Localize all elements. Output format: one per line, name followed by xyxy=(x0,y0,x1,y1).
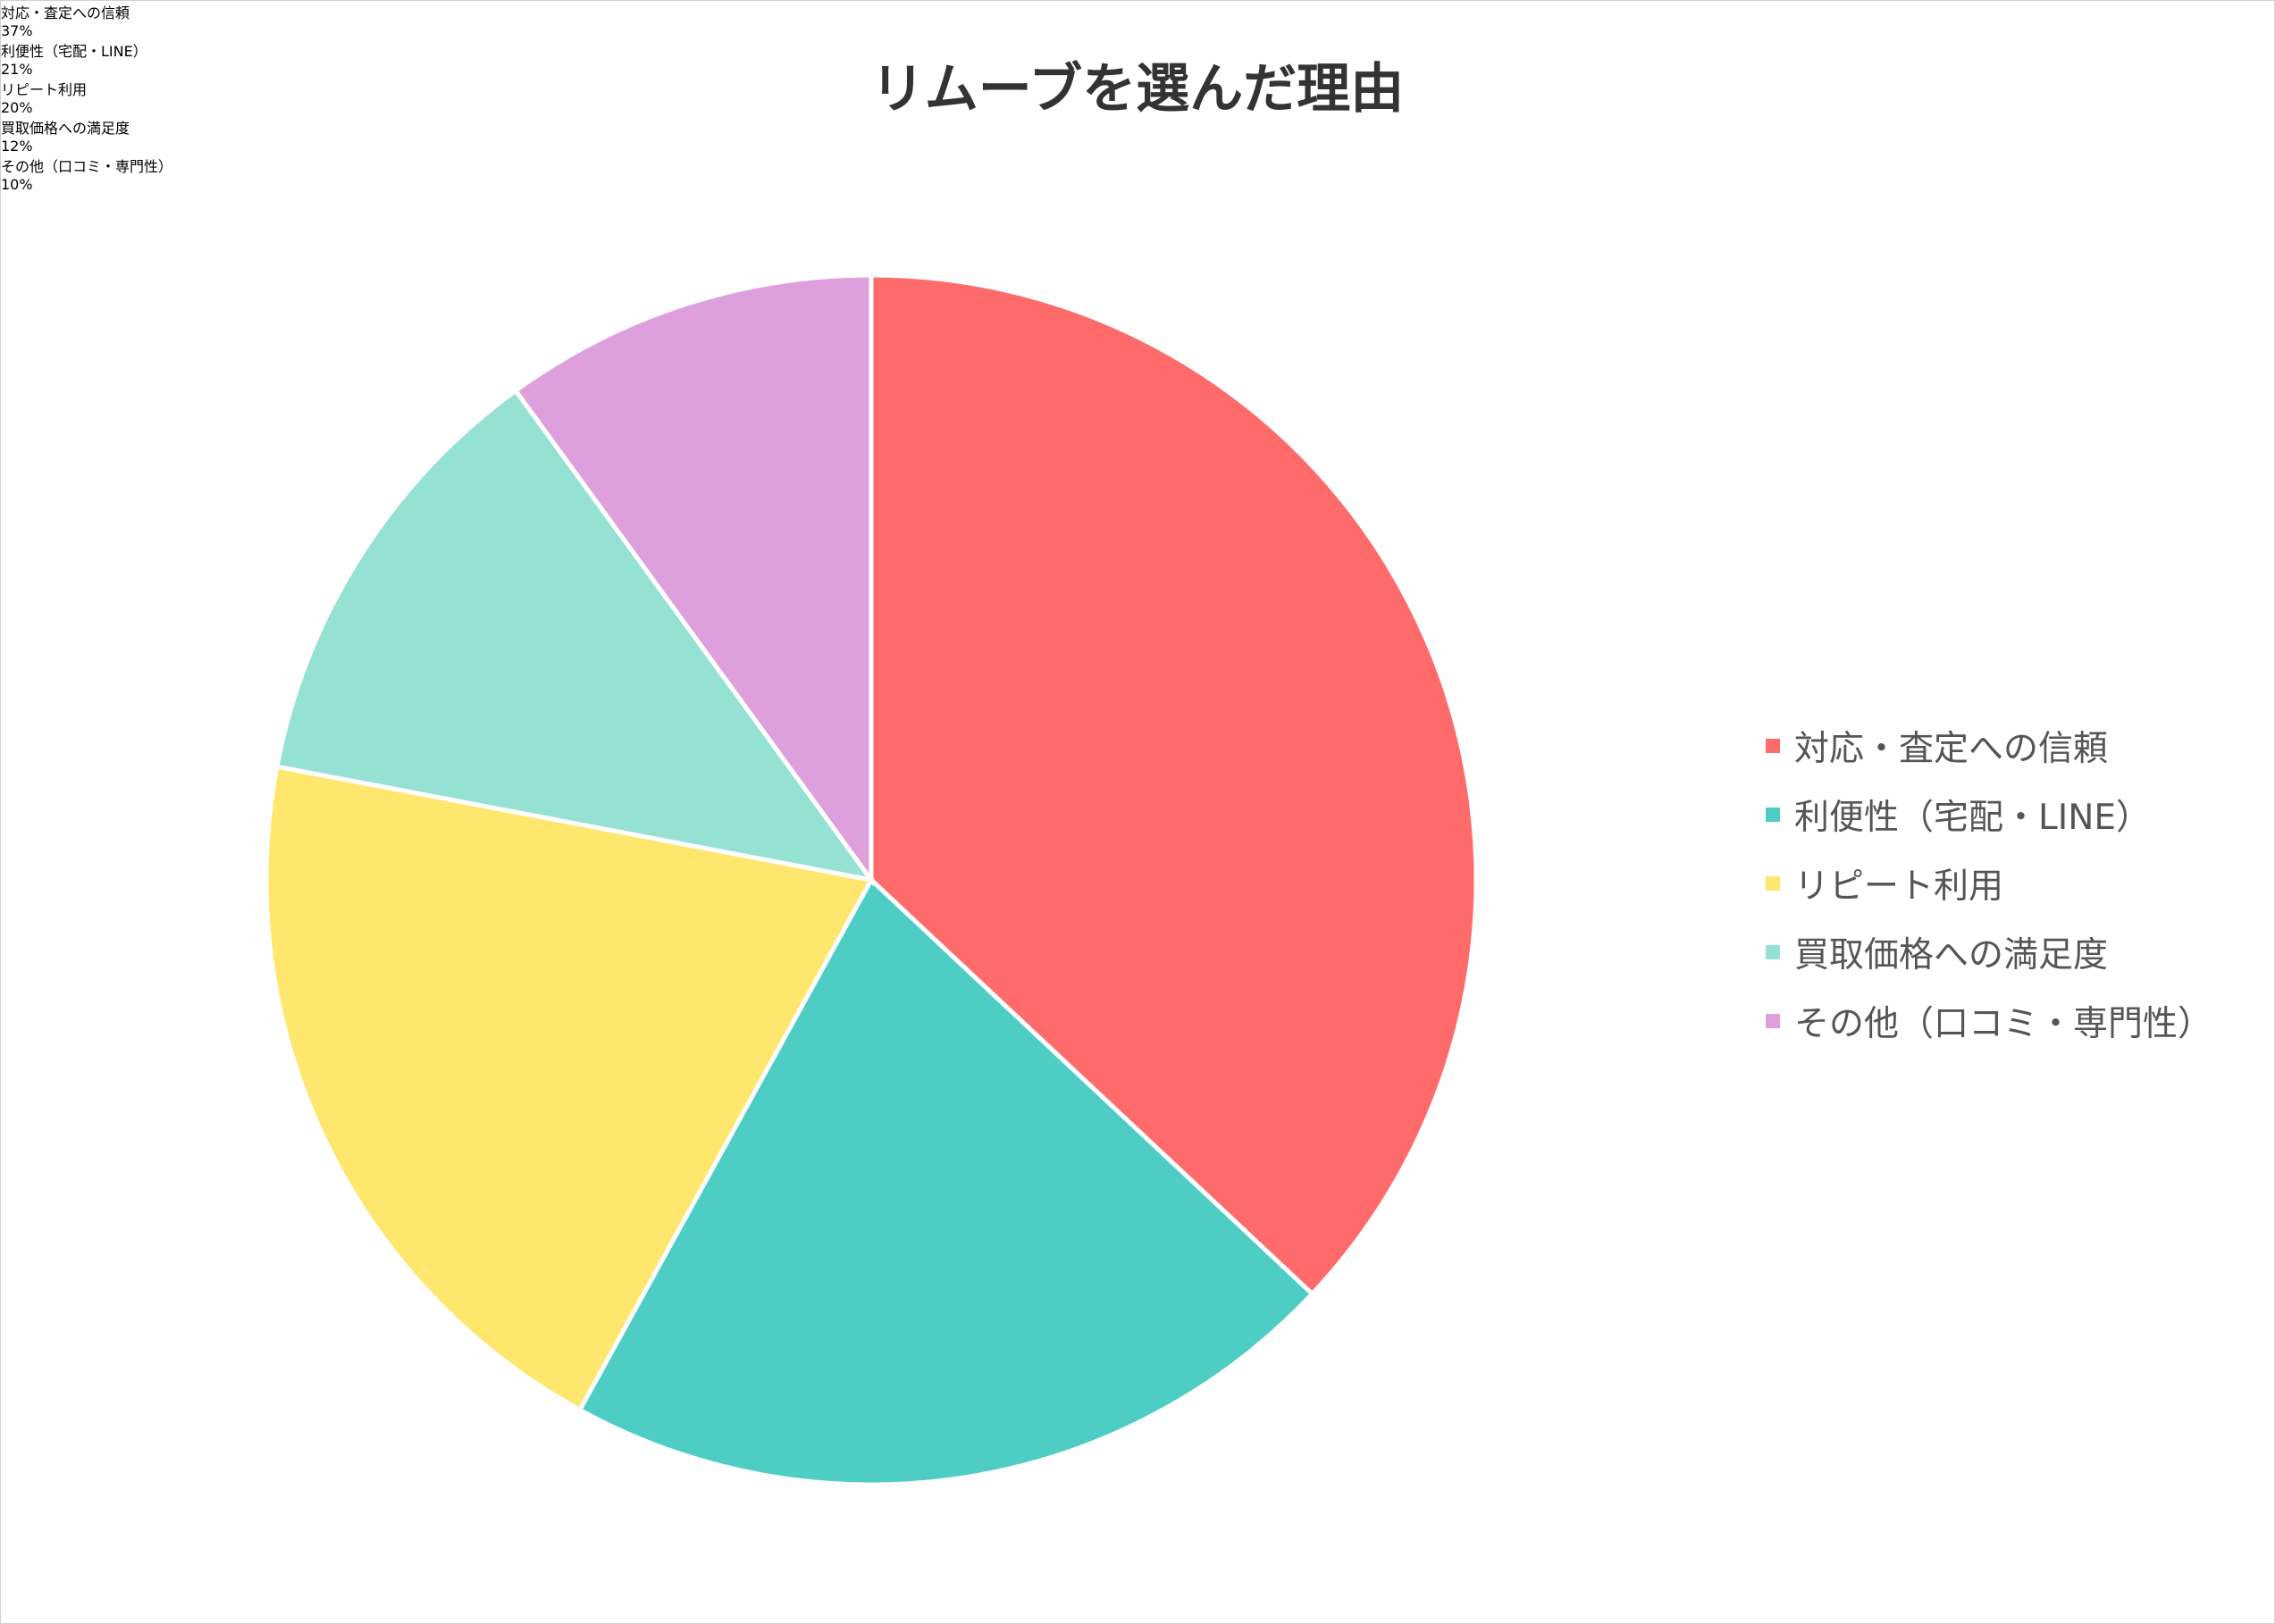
legend-swatch xyxy=(1766,1013,1780,1028)
pie-slice xyxy=(512,272,874,887)
slice-label: 対応・査定への信頼 37% xyxy=(1,1,2274,39)
legend-item: 買取価格への満足度 xyxy=(1766,917,2212,986)
legend-swatch xyxy=(1766,875,1780,891)
slice-value-label: 12% xyxy=(1,138,33,155)
slice-value-label: 20% xyxy=(1,99,33,116)
legend-label: 買取価格への満足度 xyxy=(1794,934,2109,975)
chart-title: リムーブを選んだ理由 xyxy=(870,58,1405,121)
legend-swatch xyxy=(1766,944,1780,959)
slice-label: 利便性（宅配・LINE） 21% xyxy=(1,39,2274,78)
slice-category: リピート利用 xyxy=(1,81,88,98)
slice-value-label: 21% xyxy=(1,61,33,78)
slice-category: 利便性（宅配・LINE） xyxy=(1,43,147,60)
slice-value-label: 10% xyxy=(1,176,33,193)
pie-slice xyxy=(264,764,875,1413)
legend-label: 対応・査定への信頼 xyxy=(1794,728,2109,769)
slice-value-label: 37% xyxy=(1,22,33,39)
slice-category: 買取価格への満足度 xyxy=(1,120,130,137)
slice-category: 対応・査定への信頼 xyxy=(1,4,130,21)
legend-item: その他（口コミ・専門性） xyxy=(1766,986,2212,1055)
legend-swatch xyxy=(1766,807,1780,822)
legend-swatch xyxy=(1766,738,1780,753)
slice-category: その他（口コミ・専門性） xyxy=(1,158,173,175)
slice-label: 買取価格への満足度 12% xyxy=(1,116,2274,155)
legend-item: リピート利用 xyxy=(1766,849,2212,917)
legend-label: リピート利用 xyxy=(1794,866,2004,907)
slice-label: リピート利用 20% xyxy=(1,78,2274,116)
pie-slice xyxy=(274,387,877,883)
legend-label: その他（口コミ・専門性） xyxy=(1794,1003,2213,1044)
legend-item: 利便性（宅配・LINE） xyxy=(1766,780,2212,849)
pie-slice xyxy=(576,875,1316,1487)
slice-label: その他（口コミ・専門性） 10% xyxy=(1,155,2274,193)
legend: 対応・査定への信頼利便性（宅配・LINE） リピート利用買取価格への満足度その他（… xyxy=(1766,711,2212,1055)
pie-slice xyxy=(869,272,1479,1297)
legend-label: 利便性（宅配・LINE） xyxy=(1794,797,2152,838)
legend-item: 対応・査定への信頼 xyxy=(1766,711,2212,780)
